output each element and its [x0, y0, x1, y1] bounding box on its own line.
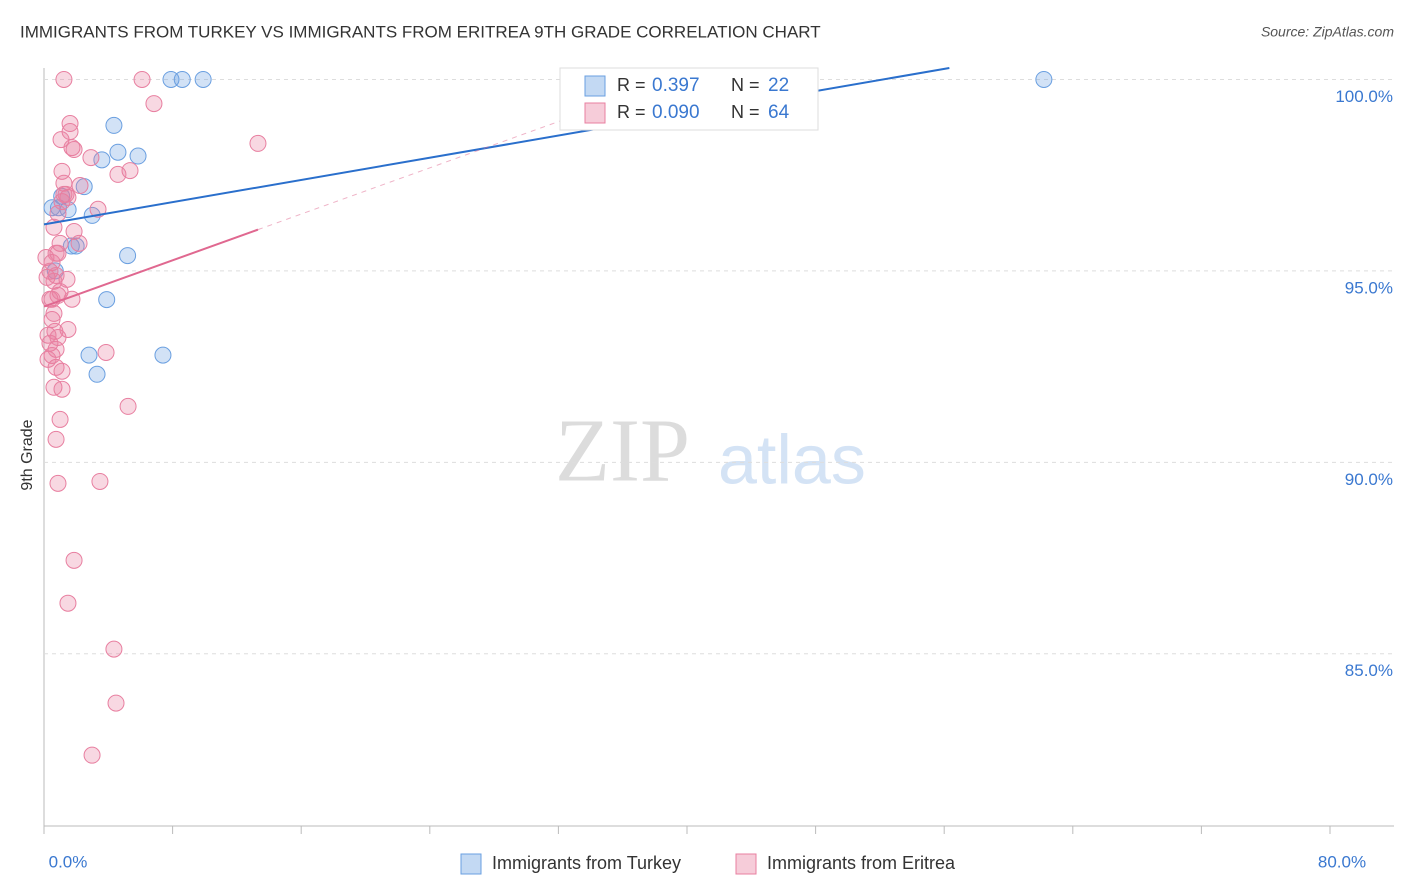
watermark: atlas [718, 420, 866, 498]
point [70, 234, 88, 252]
point [47, 244, 65, 262]
n-label: N = [731, 75, 760, 95]
point [71, 177, 89, 195]
point [45, 272, 63, 290]
point [65, 551, 83, 569]
point [249, 134, 267, 152]
point [97, 343, 115, 361]
point [80, 346, 98, 364]
point [105, 640, 123, 658]
point [82, 149, 100, 167]
stats-swatch [584, 75, 606, 97]
point [109, 165, 127, 183]
point [93, 151, 111, 169]
stats: R = 0.397 N = 22 R = 0.090 N = 64 [584, 75, 790, 124]
point [49, 474, 67, 492]
y-tick-label: 100.0% [1335, 87, 1393, 106]
y-axis-label: 9th Grade [19, 419, 36, 490]
x-tick-label: 0.0% [49, 852, 88, 871]
point [105, 116, 123, 134]
plot-area [37, 67, 1394, 834]
y-tick-label: 95.0% [1345, 278, 1393, 297]
n-value: 22 [768, 75, 789, 96]
legend-swatch [735, 853, 757, 875]
r-label: R = [617, 75, 646, 95]
legend-swatch [460, 853, 482, 875]
point [89, 200, 107, 218]
point [51, 234, 69, 252]
point [45, 304, 63, 322]
point [119, 247, 137, 265]
n-label: N = [731, 102, 760, 122]
legend-label: Immigrants from Turkey [492, 853, 681, 873]
point [59, 594, 77, 612]
watermark: ZIP [555, 402, 690, 501]
stats-swatch [584, 102, 606, 124]
point [39, 350, 57, 368]
point [47, 430, 65, 448]
trend-line [43, 228, 259, 308]
point [173, 70, 191, 88]
point [107, 694, 125, 712]
x-tick-label: 80.0% [1318, 852, 1366, 871]
chart-title: IMMIGRANTS FROM TURKEY VS IMMIGRANTS FRO… [20, 22, 821, 41]
point [194, 70, 212, 88]
y-tick-label: 85.0% [1345, 661, 1393, 680]
point [88, 365, 106, 383]
point [57, 185, 75, 203]
source: Source: ZipAtlas.com [1261, 24, 1394, 40]
point [91, 472, 109, 490]
point [133, 70, 151, 88]
r-value: 0.397 [652, 75, 700, 96]
r-value: 0.090 [652, 102, 700, 123]
point [145, 95, 163, 113]
n-value: 64 [768, 102, 790, 123]
point [154, 346, 172, 364]
point [129, 147, 147, 165]
point [51, 410, 69, 428]
point [83, 746, 101, 764]
point [109, 143, 127, 161]
y-tick-label: 90.0% [1345, 470, 1393, 489]
point [51, 283, 69, 301]
point [98, 291, 116, 309]
point [67, 237, 85, 255]
stats-box [559, 67, 819, 131]
point [1035, 70, 1053, 88]
point [55, 70, 73, 88]
r-label: R = [617, 102, 646, 122]
point [65, 141, 83, 159]
point [119, 397, 137, 415]
legend: Immigrants from Turkey Immigrants from Er… [460, 853, 956, 875]
point [53, 380, 71, 398]
legend-label: Immigrants from Eritrea [767, 853, 956, 873]
